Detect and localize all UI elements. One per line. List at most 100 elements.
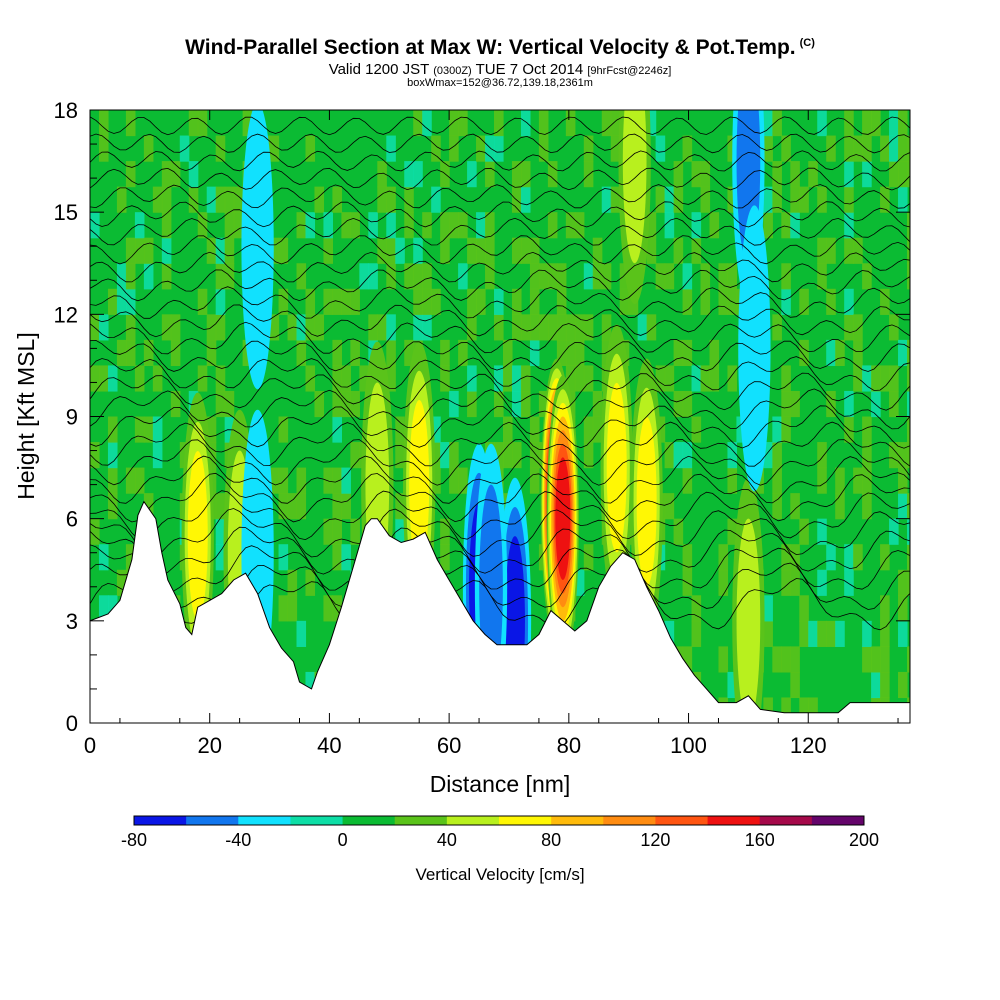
w-field-cell bbox=[305, 135, 316, 162]
w-field-cell bbox=[790, 493, 800, 520]
w-field-cell bbox=[134, 416, 145, 443]
w-field-cell bbox=[853, 314, 863, 341]
theta-contour bbox=[90, 372, 910, 411]
w-field-cell bbox=[440, 518, 450, 545]
w-field-cell bbox=[718, 288, 729, 315]
y-tick-label: 3 bbox=[66, 609, 78, 634]
theta-contour bbox=[90, 304, 910, 338]
w-field-cell bbox=[161, 314, 172, 341]
w-field-cell bbox=[143, 416, 154, 443]
w-field-cell bbox=[646, 110, 657, 137]
w-field-cell bbox=[98, 110, 109, 137]
colorbar-swatch bbox=[811, 816, 865, 825]
w-field-cell bbox=[880, 135, 890, 162]
chart-title-main: Wind-Parallel Section at Max W: Vertical… bbox=[185, 36, 796, 59]
w-field-cell bbox=[494, 390, 504, 418]
w-field-cell bbox=[296, 314, 307, 341]
w-field-cell bbox=[305, 212, 316, 239]
w-field-cell bbox=[880, 186, 890, 213]
w-field-cell bbox=[502, 416, 513, 443]
w-field-cell bbox=[673, 161, 684, 188]
w-field-cell bbox=[341, 365, 351, 392]
w-field-cell bbox=[772, 416, 782, 443]
w-field-cell bbox=[790, 390, 800, 418]
w-field-cell bbox=[296, 467, 307, 494]
theta-contour bbox=[90, 405, 910, 449]
w-field-cell bbox=[287, 595, 298, 622]
w-field-cell bbox=[727, 671, 738, 699]
w-field-cell bbox=[269, 467, 280, 494]
w-field-cell bbox=[476, 212, 486, 239]
w-field-cell bbox=[907, 442, 910, 469]
y-tick-label: 0 bbox=[66, 711, 78, 736]
w-field-cell bbox=[404, 161, 414, 188]
w-field-cell bbox=[637, 314, 648, 341]
w-field-cell bbox=[889, 442, 899, 469]
w-field-cell bbox=[538, 390, 549, 418]
w-field-cell bbox=[880, 288, 890, 315]
w-field-cell bbox=[862, 135, 872, 162]
w-field-cell bbox=[772, 646, 782, 673]
w-field-cell bbox=[889, 110, 899, 137]
w-field-cell bbox=[727, 467, 738, 494]
w-field-cell bbox=[314, 314, 325, 341]
w-field-cell bbox=[269, 135, 280, 162]
w-field-cell bbox=[431, 135, 441, 162]
w-field-cell bbox=[143, 135, 154, 162]
w-field-cell bbox=[808, 161, 818, 188]
w-field-cell bbox=[880, 544, 890, 571]
w-field-cell bbox=[467, 390, 477, 418]
w-field-cell bbox=[727, 365, 738, 392]
w-field-cell bbox=[341, 544, 351, 571]
w-field-cell bbox=[520, 365, 531, 392]
w-field-cell bbox=[727, 186, 738, 213]
colorbar-title: Vertical Velocity [cm/s] bbox=[415, 865, 584, 884]
w-field-cell bbox=[422, 110, 432, 137]
theta-contour bbox=[90, 116, 910, 136]
theta-contour bbox=[90, 286, 910, 319]
w-field-cell bbox=[116, 569, 127, 596]
w-field-cell bbox=[889, 314, 899, 341]
w-field-cell bbox=[781, 390, 791, 418]
w-field-cell bbox=[547, 161, 558, 188]
w-field-cell bbox=[395, 442, 405, 469]
w-field-cell bbox=[565, 339, 576, 367]
w-field-cell bbox=[206, 442, 217, 469]
colorbar-swatch bbox=[603, 816, 656, 825]
w-field-cell bbox=[305, 288, 316, 315]
w-field-cell bbox=[350, 518, 360, 545]
theta-contour bbox=[90, 490, 910, 541]
w-field-cell bbox=[610, 186, 621, 213]
w-field-cell bbox=[431, 416, 441, 443]
w-field-cell bbox=[332, 390, 342, 418]
w-field-cell bbox=[341, 288, 351, 315]
colorbar-swatch bbox=[655, 816, 709, 825]
w-field-cell bbox=[350, 212, 360, 239]
w-field-cell bbox=[835, 493, 845, 520]
w-field-cell bbox=[359, 263, 369, 290]
w-field-cell bbox=[691, 212, 702, 239]
w-field-cell bbox=[179, 135, 190, 162]
w-field-cell bbox=[799, 518, 809, 545]
w-field-cell bbox=[907, 135, 910, 162]
w-field-cell bbox=[323, 518, 334, 545]
w-field-cell bbox=[655, 135, 666, 162]
w-field-cell bbox=[583, 263, 594, 290]
w-field-cell bbox=[772, 314, 782, 341]
w-field-cell bbox=[619, 263, 630, 290]
w-field-cell bbox=[682, 544, 693, 571]
terrain bbox=[90, 500, 910, 723]
w-field-cell bbox=[332, 595, 342, 622]
w-field-cell bbox=[907, 365, 910, 392]
w-field-cell bbox=[772, 467, 782, 494]
w-field-cell bbox=[718, 544, 729, 571]
w-field-cell bbox=[520, 186, 531, 213]
colorbar-swatch bbox=[134, 816, 187, 825]
w-field-cell bbox=[889, 390, 899, 418]
w-field-cell bbox=[898, 467, 908, 494]
w-field-cell bbox=[799, 697, 809, 723]
w-field-cell bbox=[556, 339, 567, 367]
w-field-cell bbox=[215, 135, 226, 162]
w-field-cell bbox=[889, 135, 899, 162]
w-field-cell bbox=[691, 237, 702, 264]
